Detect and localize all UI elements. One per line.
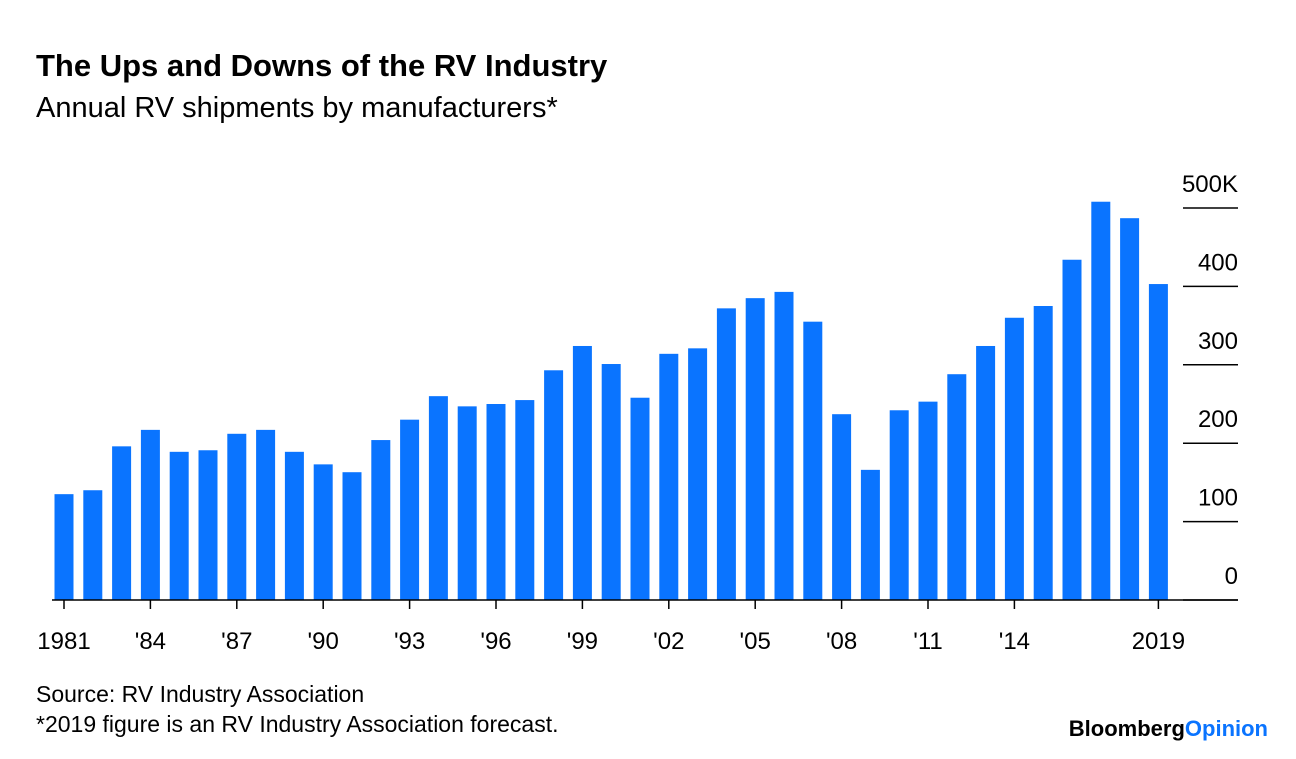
- x-tick-label: '08: [826, 628, 857, 655]
- bar: [544, 370, 564, 600]
- x-tick-label: '93: [394, 628, 425, 655]
- x-tick-label: 1981: [37, 628, 90, 655]
- bar: [774, 291, 794, 600]
- bar: [572, 345, 592, 600]
- bar: [976, 345, 996, 600]
- bar: [169, 451, 189, 600]
- bar: [371, 440, 391, 600]
- y-tick-label: 500K: [1182, 171, 1238, 198]
- x-tick-label: '87: [221, 628, 252, 655]
- bar: [601, 364, 621, 600]
- brand: BloombergOpinion: [1069, 716, 1268, 741]
- bar: [256, 429, 276, 600]
- brand-suffix: Opinion: [1185, 716, 1268, 741]
- x-tick-label: 2019: [1132, 628, 1185, 655]
- bar: [1148, 284, 1168, 600]
- bar: [889, 410, 909, 600]
- bar: [688, 348, 708, 600]
- bar: [83, 490, 103, 600]
- bar: [745, 298, 765, 600]
- source: Source: RV Industry Association: [36, 681, 364, 707]
- chart-title: The Ups and Downs of the RV Industry: [36, 48, 608, 83]
- bar: [860, 469, 880, 600]
- y-tick-label: 100: [1198, 485, 1238, 512]
- bar: [1062, 259, 1082, 600]
- bar: [1004, 317, 1024, 600]
- y-tick-label: 300: [1198, 328, 1238, 355]
- bar: [803, 321, 823, 600]
- bar: [457, 406, 477, 600]
- bar: [630, 397, 650, 600]
- bar: [1033, 306, 1053, 600]
- x-tick-label: '99: [567, 628, 598, 655]
- bar: [342, 472, 362, 600]
- bar: [659, 353, 679, 600]
- x-tick-label: '11: [913, 628, 943, 655]
- note: *2019 figure is an RV Industry Associati…: [36, 711, 558, 737]
- bar: [716, 308, 736, 600]
- bar: [140, 429, 160, 600]
- bar: [112, 446, 132, 600]
- x-tick-label: '90: [308, 628, 339, 655]
- bar: [227, 433, 247, 600]
- bar: [400, 419, 420, 600]
- bar: [918, 401, 938, 600]
- bar: [54, 494, 74, 600]
- x-tick-label: '96: [480, 628, 511, 655]
- bar: [198, 450, 218, 600]
- brand-name: Bloomberg: [1069, 716, 1185, 741]
- bar: [428, 396, 448, 600]
- bar: [1120, 218, 1140, 600]
- x-tick-label: '14: [999, 628, 1030, 655]
- bar: [1091, 201, 1111, 600]
- y-tick-label: 400: [1198, 249, 1238, 276]
- bar: [284, 451, 304, 600]
- y-tick-label: 200: [1198, 406, 1238, 433]
- bar: [313, 464, 333, 600]
- x-tick-label: '84: [135, 628, 166, 655]
- bar: [515, 400, 535, 600]
- bar: [947, 374, 967, 600]
- x-tick-label: '05: [740, 628, 771, 655]
- bar: [832, 414, 852, 600]
- chart-subtitle: Annual RV shipments by manufacturers*: [36, 92, 558, 124]
- x-tick-label: '02: [653, 628, 684, 655]
- bar: [486, 404, 506, 600]
- y-tick-label: 0: [1225, 563, 1238, 590]
